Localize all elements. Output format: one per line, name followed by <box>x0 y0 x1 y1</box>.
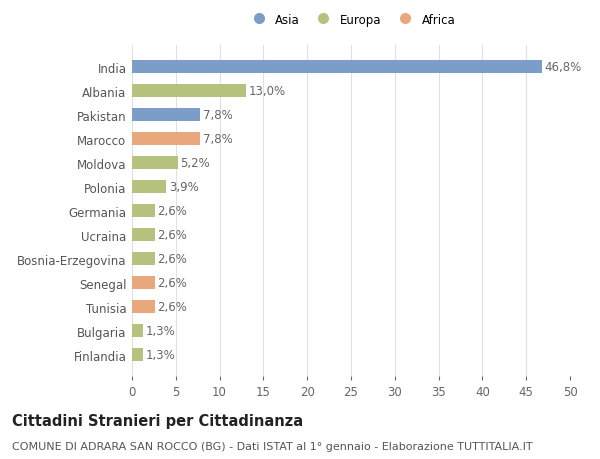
Bar <box>132 109 200 122</box>
Bar <box>132 300 155 313</box>
Text: 3,9%: 3,9% <box>169 181 199 194</box>
Text: 1,3%: 1,3% <box>146 325 176 337</box>
Text: 2,6%: 2,6% <box>157 229 187 241</box>
Bar <box>132 61 542 74</box>
Text: 7,8%: 7,8% <box>203 109 233 122</box>
Bar <box>132 205 155 218</box>
Text: 1,3%: 1,3% <box>146 348 176 361</box>
Bar <box>132 133 200 146</box>
Text: 2,6%: 2,6% <box>157 252 187 265</box>
Text: 13,0%: 13,0% <box>248 85 286 98</box>
Bar <box>132 229 155 241</box>
Bar <box>132 252 155 266</box>
Text: 5,2%: 5,2% <box>180 157 210 170</box>
Bar <box>132 348 143 361</box>
Bar <box>132 181 166 194</box>
Bar <box>132 324 143 337</box>
Bar <box>132 157 178 170</box>
Bar <box>132 276 155 290</box>
Legend: Asia, Europa, Africa: Asia, Europa, Africa <box>242 9 460 31</box>
Text: 46,8%: 46,8% <box>545 61 582 74</box>
Text: COMUNE DI ADRARA SAN ROCCO (BG) - Dati ISTAT al 1° gennaio - Elaborazione TUTTIT: COMUNE DI ADRARA SAN ROCCO (BG) - Dati I… <box>12 441 533 451</box>
Text: 7,8%: 7,8% <box>203 133 233 146</box>
Text: 2,6%: 2,6% <box>157 205 187 218</box>
Bar <box>132 85 246 98</box>
Text: 2,6%: 2,6% <box>157 300 187 313</box>
Text: 2,6%: 2,6% <box>157 276 187 290</box>
Text: Cittadini Stranieri per Cittadinanza: Cittadini Stranieri per Cittadinanza <box>12 413 303 428</box>
